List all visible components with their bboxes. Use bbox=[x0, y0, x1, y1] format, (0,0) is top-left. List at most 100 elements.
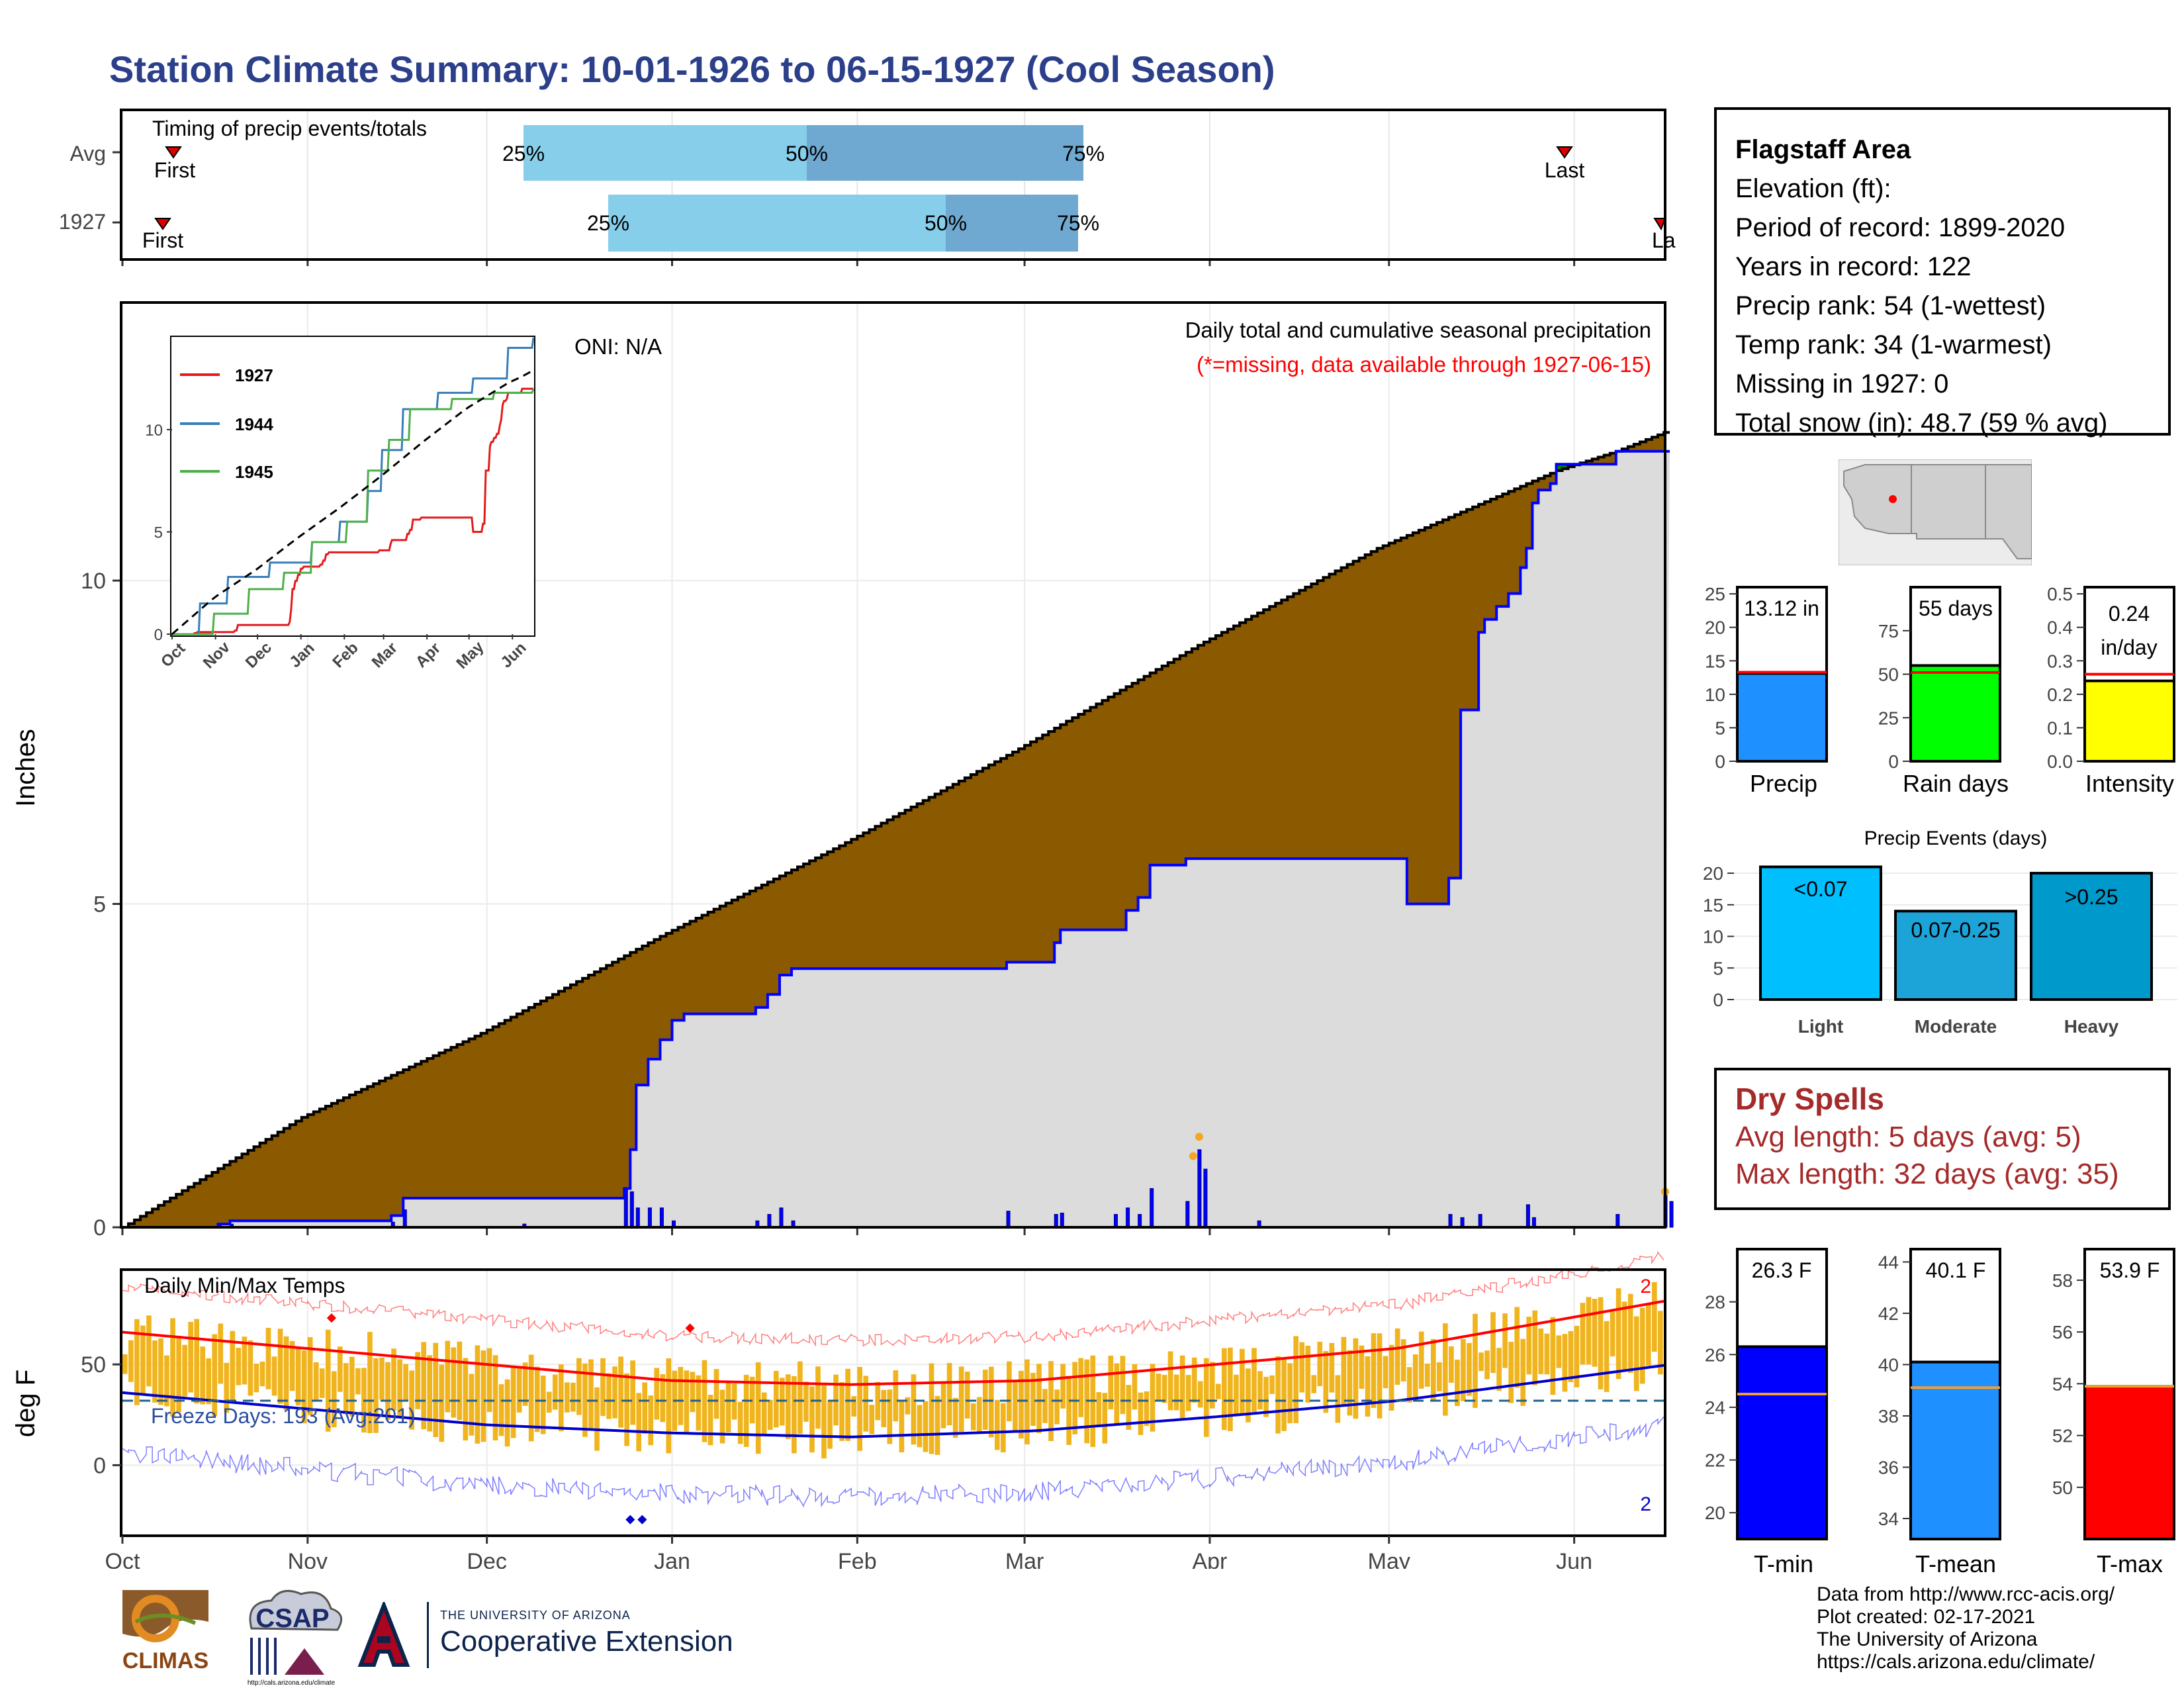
temp-range-bar bbox=[1639, 1307, 1645, 1384]
temp-range-bar bbox=[905, 1397, 911, 1415]
temp-range-bar bbox=[1275, 1356, 1281, 1434]
temp-range-bar bbox=[1449, 1346, 1454, 1383]
period-of-record: Period of record: 1899-2020 bbox=[1735, 213, 2066, 242]
temp-range-bar bbox=[134, 1319, 140, 1405]
raindays-bar-label: 55 days bbox=[1919, 596, 1993, 620]
deficit-fill bbox=[713, 909, 721, 1014]
temp-range-bar bbox=[1215, 1383, 1221, 1399]
temp-range-bar bbox=[1412, 1354, 1418, 1401]
temp-range-bar bbox=[648, 1395, 654, 1446]
temp-range-bar bbox=[331, 1371, 337, 1428]
deficit-fill bbox=[140, 1216, 147, 1227]
temp-range-bar bbox=[1323, 1350, 1329, 1413]
daily-precip-bar bbox=[635, 1207, 640, 1228]
temp-range-bar bbox=[1377, 1333, 1383, 1419]
temp-label: Daily Min/Max Temps bbox=[144, 1274, 345, 1297]
deficit-fill bbox=[618, 959, 625, 1199]
temp-range-bar bbox=[522, 1362, 528, 1406]
inset-xtick-label: Apr bbox=[412, 639, 444, 671]
deficit-fill bbox=[128, 1223, 135, 1227]
temp-range-bar bbox=[934, 1395, 940, 1455]
deficit-fill bbox=[1633, 444, 1641, 451]
temp-range-bar bbox=[869, 1405, 875, 1434]
dry-spells-title: Dry Spells bbox=[1735, 1082, 1884, 1116]
deficit-fill bbox=[1627, 446, 1635, 451]
deficit-fill bbox=[1287, 596, 1294, 859]
deficit-fill bbox=[839, 845, 846, 969]
deficit-fill bbox=[415, 1064, 422, 1199]
temp-range-bar bbox=[1461, 1338, 1466, 1401]
temp-range-bar bbox=[457, 1341, 463, 1421]
temp-range-bar bbox=[946, 1363, 952, 1426]
temp-range-bar bbox=[600, 1358, 606, 1417]
deficit-fill bbox=[690, 921, 697, 1014]
deficit-fill bbox=[636, 949, 643, 1086]
deficit-fill bbox=[1538, 478, 1545, 491]
deficit-fill bbox=[707, 912, 715, 1014]
surplus-fill bbox=[1562, 464, 1569, 469]
deficit-fill bbox=[1072, 718, 1079, 930]
precip-total-ytick-label: 15 bbox=[1705, 651, 1725, 671]
deficit-fill bbox=[1191, 648, 1199, 859]
deficit-fill bbox=[534, 1004, 541, 1199]
deficit-fill bbox=[1221, 632, 1228, 859]
temp-range-bar bbox=[1144, 1391, 1150, 1427]
deficit-fill bbox=[230, 1161, 237, 1221]
deficit-fill bbox=[1467, 509, 1473, 710]
precip-ytick-label: 5 bbox=[93, 892, 106, 917]
temp-range-bar bbox=[690, 1372, 696, 1413]
temp-range-bar bbox=[283, 1336, 289, 1411]
deficit-fill bbox=[1400, 538, 1408, 859]
temp-range-bar bbox=[349, 1356, 355, 1417]
cumulative-1927-line bbox=[122, 449, 1670, 1229]
timing-1927-p75: 75% bbox=[1057, 211, 1099, 235]
temp-range-bar bbox=[725, 1382, 731, 1432]
csap-logo: CSAP http://cals.arizona.edu/climate bbox=[248, 1589, 343, 1687]
deficit-fill bbox=[409, 1066, 416, 1199]
deficit-fill bbox=[678, 927, 685, 1021]
temp-range-bar bbox=[492, 1355, 498, 1441]
deficit-fill bbox=[666, 933, 673, 1040]
deficit-fill bbox=[385, 1078, 392, 1221]
temp-range-bar bbox=[451, 1347, 457, 1418]
temp-range-bar bbox=[1293, 1336, 1298, 1423]
temp-panel: deg F Daily Min/Max Temps Freeze Days: 1… bbox=[11, 1251, 1666, 1569]
temp-range-bar bbox=[528, 1354, 534, 1442]
deficit-fill bbox=[737, 897, 745, 1014]
temp-range-bar bbox=[558, 1364, 564, 1432]
deficit-fill bbox=[528, 1007, 535, 1199]
deficit-fill bbox=[1007, 755, 1013, 962]
tmean-ytick-label: 38 bbox=[1878, 1406, 1899, 1427]
temp-ylabel: deg F bbox=[11, 1370, 40, 1437]
temp-range-bar bbox=[242, 1336, 248, 1385]
temp-range-bar bbox=[236, 1348, 242, 1385]
deficit-fill bbox=[463, 1041, 470, 1199]
inset-xtick-label: Oct bbox=[158, 639, 189, 671]
daily-precip-bar bbox=[1203, 1168, 1208, 1228]
footer-line-1: Data from http://www.rcc-acis.org/ bbox=[1817, 1583, 2115, 1605]
temp-range-bar bbox=[1246, 1368, 1251, 1423]
rain-days-bar bbox=[1909, 664, 2001, 763]
temp-range-bar bbox=[1490, 1312, 1496, 1374]
record-low-line bbox=[122, 1416, 1664, 1508]
deficit-fill bbox=[546, 998, 553, 1199]
deficit-fill bbox=[1412, 532, 1420, 904]
tmin-ytick-label: 24 bbox=[1705, 1397, 1725, 1418]
temp-range-bar bbox=[403, 1364, 408, 1401]
temp-range-bar bbox=[755, 1362, 761, 1454]
temp-rank: Temp rank: 34 (1-warmest) bbox=[1735, 330, 2052, 359]
temp-range-bar bbox=[767, 1399, 773, 1430]
temp-range-bar bbox=[875, 1382, 881, 1421]
temp-range-bar bbox=[146, 1315, 152, 1387]
temp-range-bar bbox=[1347, 1350, 1353, 1416]
deficit-fill bbox=[1502, 494, 1509, 607]
month-label: May bbox=[1368, 1549, 1410, 1569]
record-precip-marker bbox=[1189, 1152, 1197, 1160]
deficit-fill bbox=[313, 1111, 320, 1221]
svg-text:http://cals.arizona.edu/climat: http://cals.arizona.edu/climate bbox=[248, 1679, 336, 1687]
deficit-fill bbox=[1353, 561, 1360, 859]
temp-range-bar bbox=[176, 1336, 181, 1413]
temp-range-bar bbox=[1568, 1331, 1574, 1382]
record-low-marker bbox=[637, 1515, 647, 1524]
deficit-fill bbox=[994, 761, 1001, 969]
